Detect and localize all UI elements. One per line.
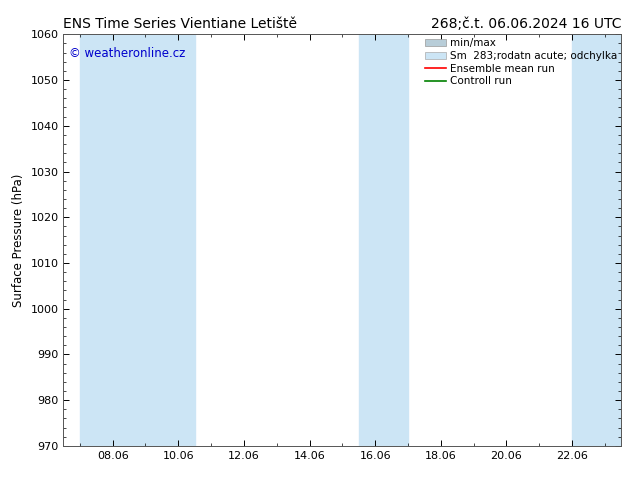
Y-axis label: Surface Pressure (hPa): Surface Pressure (hPa) [12,173,25,307]
Bar [572,34,621,446]
Bar [359,34,408,446]
Legend: min/max, Sm  283;rodatn acute; odchylka, Ensemble mean run, Controll run: min/max, Sm 283;rodatn acute; odchylka, … [423,36,619,88]
Text: ENS Time Series Vientiane Letiště: ENS Time Series Vientiane Letiště [63,17,297,31]
Title: ENS Time Series Vientiane Letiště         268;č.t. 06.06.2024 16 UTC: ENS Time Series Vientiane Letiště 268;č.… [0,489,1,490]
Text: 268;č.t. 06.06.2024 16 UTC: 268;č.t. 06.06.2024 16 UTC [431,17,621,31]
Text: © weatheronline.cz: © weatheronline.cz [69,47,185,60]
Bar [80,34,195,446]
